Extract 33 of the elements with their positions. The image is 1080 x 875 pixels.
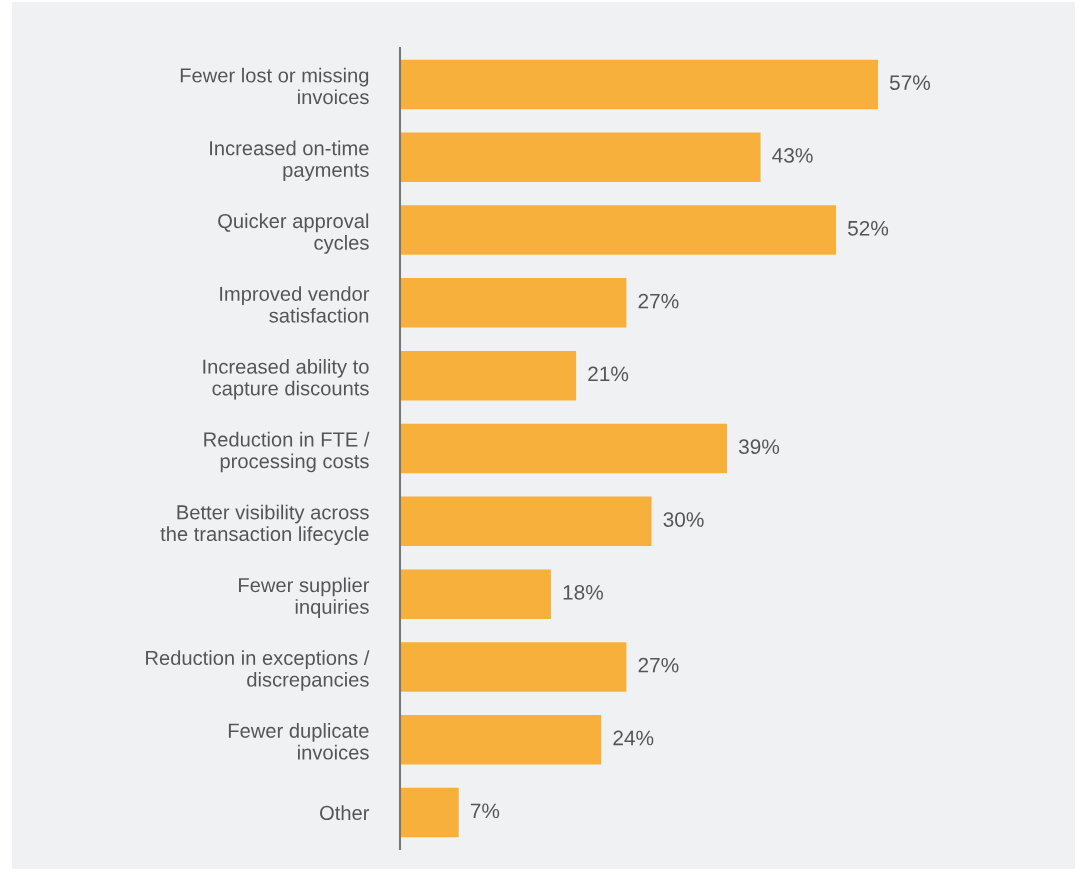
data-label: 39% [738,439,780,455]
bar [400,642,627,692]
y-tick-label: Fewer supplier inquiries [239,577,370,618]
data-label: 52% [847,220,889,236]
data-label: 7% [470,803,500,819]
bar [400,787,459,838]
data-label: 27% [638,657,679,673]
bar [400,278,627,328]
bar [400,423,728,474]
y-tick-label: Other [320,805,370,821]
bar [400,205,837,255]
y-tick-label: Better visibility across the transaction lifecycle [160,504,369,546]
data-label: 43% [772,148,813,163]
y-tick-label: Fewer lost or missing invoices [180,67,369,105]
data-label: 18% [563,584,603,600]
data-label: 21% [588,366,629,382]
y-tick-label: Increased ability to capture discounts [203,359,369,400]
bar [400,715,602,765]
y-tick-label: Quicker approval cycles [218,213,369,254]
bar [400,350,577,401]
data-label: 30% [663,512,704,527]
data-label: 27% [638,293,679,309]
bar [400,59,878,110]
data-label: 57% [889,75,931,90]
data-label: 24% [613,730,654,746]
y-tick-label: Reduction in exceptions / discrepancies [146,650,370,691]
y-tick-label: Fewer duplicate invoices [228,723,369,760]
bar [400,132,761,182]
y-tick-label: Improved vendor satisfaction [220,286,370,323]
bar [400,569,551,619]
bar [400,496,652,547]
y-tick-label: Increased on-time payments [210,140,369,182]
y-tick-label: Reduction in FTE / processing costs [204,431,370,473]
